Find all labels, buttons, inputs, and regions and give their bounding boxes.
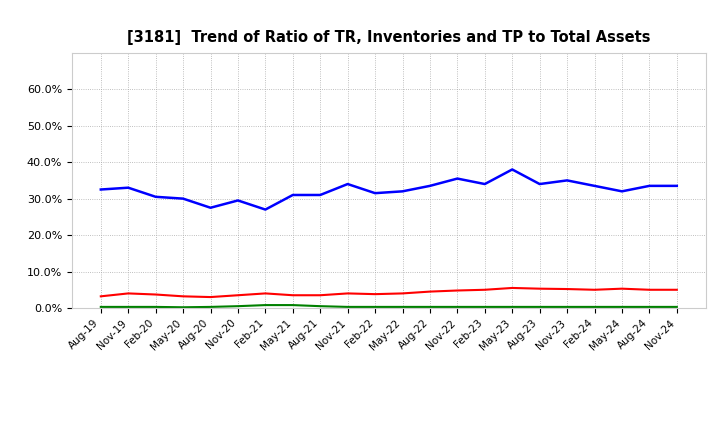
Trade Receivables xyxy=(124,291,132,296)
Trade Payables xyxy=(96,304,105,310)
Trade Payables xyxy=(645,304,654,310)
Trade Receivables xyxy=(590,287,599,293)
Trade Payables xyxy=(508,304,516,310)
Trade Payables xyxy=(124,304,132,310)
Inventories xyxy=(289,192,297,198)
Line: Trade Receivables: Trade Receivables xyxy=(101,288,677,297)
Trade Payables xyxy=(206,304,215,310)
Title: [3181]  Trend of Ratio of TR, Inventories and TP to Total Assets: [3181] Trend of Ratio of TR, Inventories… xyxy=(127,29,651,45)
Inventories xyxy=(371,191,379,196)
Trade Payables xyxy=(453,304,462,310)
Trade Payables xyxy=(343,304,352,310)
Trade Payables xyxy=(672,304,681,310)
Trade Receivables xyxy=(206,294,215,300)
Trade Receivables xyxy=(508,285,516,290)
Trade Payables xyxy=(426,304,434,310)
Inventories xyxy=(179,196,187,201)
Inventories xyxy=(96,187,105,192)
Trade Payables xyxy=(261,302,270,308)
Trade Receivables xyxy=(618,286,626,291)
Trade Payables xyxy=(151,304,160,310)
Inventories xyxy=(124,185,132,191)
Inventories xyxy=(480,181,489,187)
Inventories xyxy=(590,183,599,188)
Trade Receivables xyxy=(480,287,489,293)
Inventories xyxy=(206,205,215,210)
Trade Receivables xyxy=(316,293,325,298)
Trade Receivables xyxy=(398,291,407,296)
Inventories xyxy=(618,189,626,194)
Trade Payables xyxy=(316,304,325,309)
Inventories xyxy=(645,183,654,188)
Trade Payables xyxy=(289,302,297,308)
Trade Receivables xyxy=(151,292,160,297)
Trade Receivables xyxy=(453,288,462,293)
Trade Receivables xyxy=(536,286,544,291)
Inventories xyxy=(536,181,544,187)
Inventories xyxy=(343,181,352,187)
Trade Payables xyxy=(590,304,599,310)
Trade Payables xyxy=(618,304,626,310)
Inventories xyxy=(426,183,434,188)
Trade Receivables xyxy=(563,286,572,292)
Trade Receivables xyxy=(179,293,187,299)
Trade Payables xyxy=(233,304,242,309)
Trade Receivables xyxy=(343,291,352,296)
Inventories xyxy=(563,178,572,183)
Trade Receivables xyxy=(371,292,379,297)
Inventories xyxy=(398,189,407,194)
Trade Receivables xyxy=(645,287,654,293)
Inventories xyxy=(316,192,325,198)
Trade Receivables xyxy=(96,293,105,299)
Trade Receivables xyxy=(426,289,434,294)
Inventories xyxy=(453,176,462,181)
Trade Payables xyxy=(398,304,407,310)
Line: Inventories: Inventories xyxy=(101,169,677,209)
Trade Receivables xyxy=(672,287,681,293)
Inventories xyxy=(151,194,160,199)
Trade Receivables xyxy=(261,291,270,296)
Inventories xyxy=(261,207,270,212)
Trade Payables xyxy=(179,304,187,310)
Line: Trade Payables: Trade Payables xyxy=(101,305,677,307)
Trade Payables xyxy=(480,304,489,310)
Trade Receivables xyxy=(289,293,297,298)
Inventories xyxy=(508,167,516,172)
Trade Receivables xyxy=(233,293,242,298)
Trade Payables xyxy=(371,304,379,310)
Inventories xyxy=(233,198,242,203)
Inventories xyxy=(672,183,681,188)
Trade Payables xyxy=(536,304,544,310)
Trade Payables xyxy=(563,304,572,310)
